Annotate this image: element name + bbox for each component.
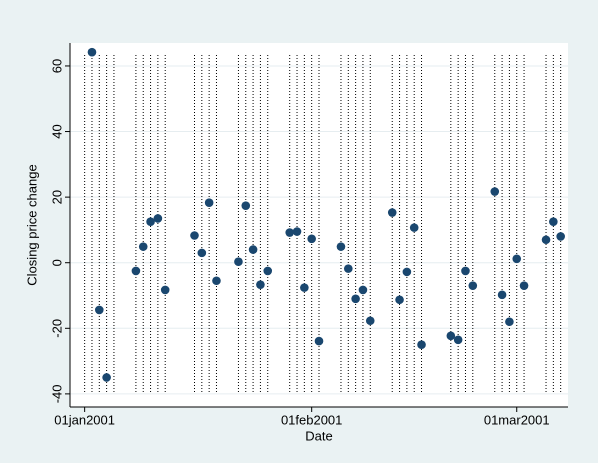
point (343, 264, 353, 273)
point (87, 47, 97, 57)
y-tick-label: 40 (49, 124, 64, 138)
y-tick-label: 20 (49, 190, 64, 204)
point (417, 340, 426, 349)
y-tick-label: 0 (49, 259, 64, 266)
point (365, 316, 375, 326)
point (402, 267, 412, 277)
point (131, 266, 141, 276)
point (212, 276, 221, 286)
point (248, 245, 258, 254)
point (549, 217, 558, 227)
point (285, 228, 295, 237)
x-tick-label: 01jan2001 (54, 412, 115, 427)
x-tick-label: 01mar2001 (484, 412, 550, 427)
point (190, 231, 199, 240)
point (314, 336, 324, 346)
point (490, 187, 500, 196)
point (395, 295, 404, 305)
point (241, 201, 251, 210)
point (292, 227, 302, 236)
point (102, 373, 111, 382)
point (204, 198, 214, 208)
point (138, 242, 148, 251)
point (234, 257, 243, 267)
point (351, 294, 360, 304)
point (94, 305, 104, 315)
point (409, 223, 419, 232)
point (505, 317, 514, 327)
point (556, 232, 565, 241)
point (160, 285, 170, 295)
x-axis-title: Date (305, 428, 332, 443)
point (197, 248, 207, 258)
point (387, 208, 397, 217)
point (307, 234, 316, 244)
point (497, 290, 507, 300)
point (461, 266, 470, 276)
y-tick-label: -20 (49, 319, 64, 338)
point (263, 266, 273, 276)
x-tick-label: 01feb2001 (281, 412, 342, 427)
point (358, 285, 368, 295)
y-tick-label: 60 (49, 59, 64, 73)
point (453, 335, 463, 345)
point (300, 283, 309, 292)
point (512, 254, 522, 264)
y-tick-label: -40 (49, 384, 64, 403)
point (146, 217, 155, 227)
point (446, 331, 456, 341)
point (256, 280, 265, 289)
point (153, 214, 163, 223)
point (519, 281, 529, 290)
point (336, 242, 346, 251)
y-axis-title: Closing price change (24, 164, 39, 285)
point (541, 235, 551, 245)
point (468, 281, 478, 290)
